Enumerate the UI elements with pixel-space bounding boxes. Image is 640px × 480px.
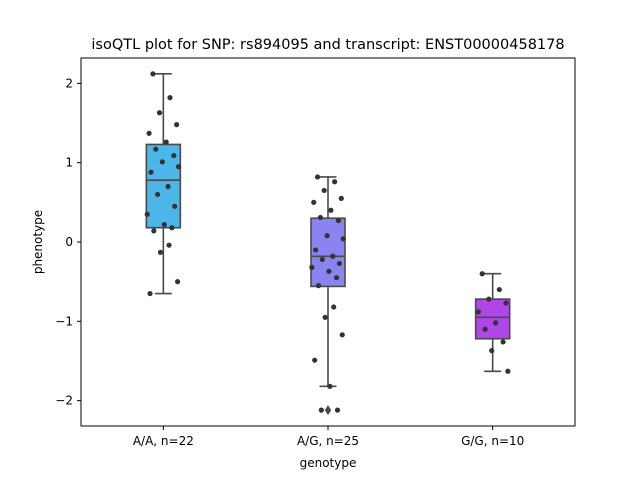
data-point <box>155 191 161 198</box>
iqr-box <box>474 298 511 340</box>
data-point <box>314 174 321 180</box>
data-point <box>165 183 171 190</box>
data-point <box>331 304 337 310</box>
data-point <box>167 95 173 101</box>
data-point <box>321 187 327 194</box>
data-point <box>169 225 175 231</box>
data-point <box>317 214 323 221</box>
y-tick-label: −2 <box>55 394 73 408</box>
iqr-box <box>145 143 182 229</box>
box-group <box>309 174 346 416</box>
data-point <box>148 169 154 175</box>
data-point <box>486 296 492 302</box>
data-point <box>311 199 317 205</box>
data-point <box>146 130 152 136</box>
data-point <box>336 260 342 267</box>
data-point <box>147 290 153 297</box>
data-point <box>330 253 336 259</box>
data-point <box>328 207 334 213</box>
data-point <box>315 283 322 289</box>
data-point <box>335 217 342 224</box>
x-tick-label: A/G, n=25 <box>297 434 359 448</box>
x-axis: A/A, n=22 A/G, n=25 G/G, n=10 <box>133 426 524 448</box>
data-point <box>489 348 495 354</box>
data-point <box>175 164 182 170</box>
data-point <box>322 314 328 320</box>
data-point <box>327 383 333 389</box>
data-point <box>340 236 346 242</box>
data-point <box>505 368 511 374</box>
data-point <box>503 300 509 306</box>
data-point <box>482 326 488 332</box>
data-point <box>333 275 340 281</box>
y-axis-label: phenotype <box>31 210 45 274</box>
data-point <box>334 407 341 413</box>
data-point <box>312 357 318 363</box>
data-point <box>500 339 506 345</box>
data-point <box>309 264 315 270</box>
data-point <box>318 407 324 413</box>
data-point <box>339 332 345 338</box>
data-point <box>157 249 164 255</box>
data-point <box>166 242 172 248</box>
x-tick-label: A/A, n=22 <box>133 434 194 448</box>
data-point <box>171 152 177 159</box>
data-point <box>338 195 344 201</box>
data-point <box>313 247 319 253</box>
data-point <box>144 211 150 217</box>
box-group <box>474 271 511 374</box>
data-point <box>326 268 332 274</box>
y-tick-label: 0 <box>65 235 73 249</box>
x-axis-label: genotype <box>300 456 357 470</box>
data-point <box>150 71 156 77</box>
data-point <box>153 146 159 152</box>
box-group <box>144 71 182 297</box>
y-tick-label: 2 <box>65 76 73 90</box>
y-tick-label: −1 <box>55 314 73 328</box>
data-point <box>324 233 330 239</box>
data-point <box>174 279 181 285</box>
plot-area <box>144 71 511 416</box>
data-point <box>479 271 485 277</box>
chart-title: isoQTL plot for SNP: rs894095 and transc… <box>91 37 564 53</box>
data-point <box>161 221 167 228</box>
data-point <box>156 110 163 116</box>
data-point <box>475 309 482 315</box>
data-point <box>172 203 178 209</box>
data-point <box>174 122 180 128</box>
x-tick-label: G/G, n=10 <box>461 434 524 448</box>
y-tick-label: 1 <box>65 156 73 170</box>
y-axis: −2 −1 0 1 2 <box>55 76 81 408</box>
data-point <box>151 228 157 234</box>
data-point <box>496 286 502 293</box>
data-point <box>332 179 338 185</box>
data-point <box>163 139 169 145</box>
outlier-marker <box>324 405 332 416</box>
data-point <box>159 159 165 165</box>
data-point <box>492 320 499 326</box>
data-point <box>319 256 325 263</box>
